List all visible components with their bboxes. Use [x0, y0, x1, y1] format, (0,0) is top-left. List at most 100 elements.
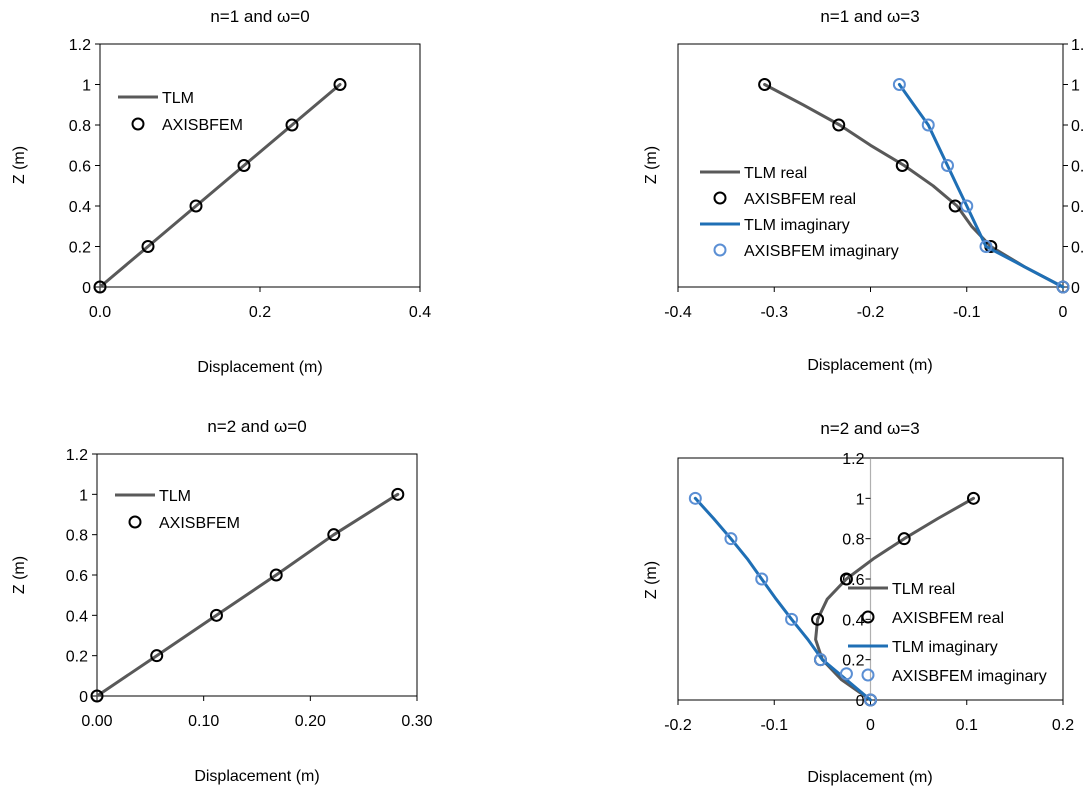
data-point [897, 532, 911, 546]
y-tick-label: 0.8 [1071, 118, 1083, 135]
series-axisbfem-real [758, 78, 1070, 294]
data-point [813, 653, 827, 667]
y-tick-label: 0 [79, 689, 88, 706]
data-point [688, 491, 702, 505]
chart-title: n=2 and ω=0 [207, 417, 306, 436]
data-point [150, 649, 164, 663]
y-tick-label: 0.8 [66, 528, 88, 545]
legend-label: AXISBFEM [162, 117, 243, 134]
y-tick-label: 0.2 [1071, 240, 1083, 257]
series-tlm [98, 83, 342, 289]
y-tick-label: 1 [82, 78, 91, 95]
y-tick-label: 0 [1071, 280, 1080, 297]
chart-2: n=1 and ω=3 Displacement (m) Z (m) 0 0.2 0.4 0… [643, 7, 1083, 374]
legend-swatch-marker [713, 191, 727, 205]
data-point [892, 78, 906, 91]
x-tick-label: 0.20 [295, 713, 326, 730]
x-tick-label: 0 [1059, 304, 1068, 321]
x-tick-label: -0.2 [857, 304, 885, 321]
data-point [864, 693, 877, 707]
y-tick-label: 0.2 [66, 649, 88, 666]
data-point [327, 528, 341, 542]
series-axisbfem-imaginary [892, 78, 1070, 294]
x-tick-label: 0.2 [1052, 717, 1074, 734]
data-point [93, 280, 107, 294]
y-tick-label: 1.2 [66, 447, 88, 464]
data-point [333, 78, 347, 91]
chart-title: n=1 and ω=3 [820, 7, 919, 26]
series-axisbfem [93, 78, 347, 294]
x-tick-label: -0.3 [760, 304, 788, 321]
series-tlm-imaginary [693, 496, 872, 702]
legend-swatch-marker [128, 515, 142, 529]
data-point [895, 159, 909, 172]
series-line [98, 83, 342, 289]
legend-label: TLM imaginary [744, 217, 850, 234]
chart-3: n=2 and ω=0 Displacement (m) Z (m) 0 0.2 0.4 0… [11, 417, 433, 785]
legend-swatch-marker [861, 668, 875, 682]
data-point [839, 667, 853, 681]
y-tick-label: 0.6 [66, 568, 88, 585]
y-tick-label: 1.2 [1071, 37, 1083, 54]
x-tick-label: -0.4 [664, 304, 692, 321]
x-tick-label: 0.00 [81, 713, 112, 730]
chart-title: n=2 and ω=3 [820, 419, 919, 438]
data-point [966, 491, 980, 505]
x-axis-label: Displacement (m) [807, 357, 932, 374]
data-point [269, 568, 283, 582]
y-tick-label: 0.6 [69, 159, 91, 176]
series-line [95, 492, 400, 698]
legend-label: AXISBFEM imaginary [744, 243, 899, 260]
y-tick-label: 0 [82, 280, 91, 297]
data-point [237, 159, 251, 172]
data-point [811, 612, 825, 626]
legend-label: TLM imaginary [892, 639, 998, 656]
y-tick-label: 0.4 [66, 608, 88, 625]
x-axis-label: Displacement (m) [807, 769, 932, 786]
legend: TLM real AXISBFEM real TLM imaginary AXISBF… [700, 165, 899, 260]
legend: TLM AXISBFEM [118, 90, 243, 134]
legend: TLM real AXISBFEM real TLM imaginary AXISBF… [848, 581, 1047, 685]
y-tick-label: 0.4 [1071, 199, 1083, 216]
data-point [724, 532, 738, 546]
legend-label: TLM [159, 488, 191, 505]
legend-label: TLM real [744, 165, 807, 182]
y-axis-label: Z (m) [11, 146, 28, 184]
x-tick-label: 0.30 [401, 713, 432, 730]
y-tick-label: 1.2 [69, 37, 91, 54]
y-tick-label: 0.6 [1071, 159, 1083, 176]
y-tick-label: 1 [1071, 78, 1080, 95]
legend-label: AXISBFEM [159, 515, 240, 532]
x-tick-label: 0.4 [409, 304, 431, 321]
series-line [897, 83, 1065, 289]
legend: TLM AXISBFEM [115, 488, 240, 532]
data-point [979, 240, 993, 253]
legend-swatch-marker [131, 117, 145, 131]
y-tick-label: 1 [79, 487, 88, 504]
data-point [755, 572, 769, 586]
legend-swatch-marker [713, 243, 727, 257]
legend-label: AXISBFEM real [744, 191, 856, 208]
x-axis-label: Displacement (m) [197, 359, 322, 376]
y-axis-label: Z (m) [643, 561, 660, 599]
x-axis-label: Displacement (m) [194, 768, 319, 785]
y-tick-label: 1.2 [842, 451, 864, 468]
plot-frame [99, 43, 421, 288]
y-tick-label: 0.4 [69, 199, 91, 216]
data-point [285, 118, 299, 132]
data-point [189, 199, 203, 213]
legend-label: AXISBFEM real [892, 610, 1004, 627]
data-point [1056, 280, 1070, 294]
y-tick-label: 0.8 [842, 532, 864, 549]
data-point [839, 572, 853, 586]
data-point [941, 159, 954, 172]
data-point [209, 608, 223, 622]
series-axisbfem [90, 487, 405, 703]
data-point [960, 199, 974, 213]
data-point [921, 118, 935, 132]
legend-label: TLM [162, 90, 194, 107]
y-tick-label: 0.4 [842, 612, 864, 629]
x-tick-label: 0.0 [89, 304, 111, 321]
x-tick-label: -0.1 [760, 717, 788, 734]
